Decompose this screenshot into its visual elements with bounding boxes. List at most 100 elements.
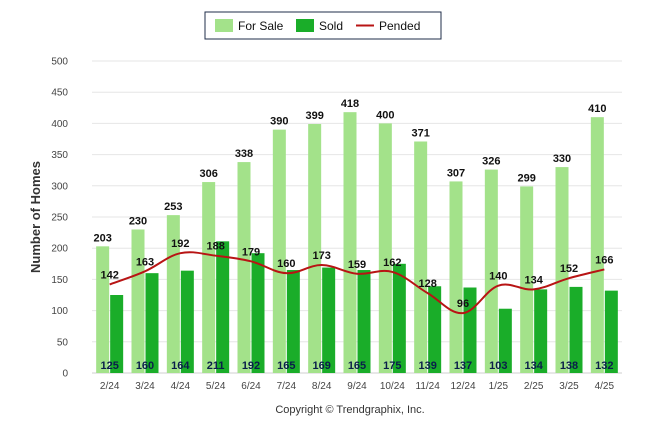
for-sale-value-label: 203 [93,232,111,244]
legend: For Sale Sold Pended [204,11,442,40]
pended-value-label: 140 [489,271,507,283]
y-tick-label: 100 [51,306,68,317]
sold-value-label: 134 [524,360,543,372]
for-sale-bar [343,112,357,373]
data-labels: 203 125 230 160 253 164 306 211 338 192 390 165 399 1… [93,98,613,372]
pended-line-path [109,251,605,315]
pended-value-label: 159 [348,259,366,271]
y-tick-label: 450 [51,88,68,99]
x-tick-label: 7/24 [277,381,297,392]
legend-swatch [215,19,233,32]
sold-bar [357,270,371,373]
copyright-text: Copyright © Trendgraphix, Inc. [275,404,424,416]
y-tick-label: 250 [51,213,68,224]
sold-bar [569,286,583,373]
pended-value-label: 166 [595,254,613,266]
y-tick-label: 50 [57,337,69,348]
y-tick-label: 350 [51,150,68,161]
legend-label: Sold [319,19,343,33]
sold-bar [498,308,512,373]
x-tick-label: 1/25 [489,381,509,392]
for-sale-value-label: 418 [341,98,359,110]
for-sale-value-label: 253 [164,201,182,213]
for-sale-value-label: 307 [447,167,465,179]
for-sale-bar [131,229,145,373]
pended-value-label: 192 [171,238,189,250]
for-sale-bar [414,141,428,373]
for-sale-value-label: 371 [411,127,429,139]
sold-bar [428,286,442,373]
for-sale-bar [202,182,216,373]
for-sale-value-label: 338 [235,148,253,160]
x-tick-label: 10/24 [380,381,405,392]
for-sale-bar [555,167,569,373]
sold-bar [216,241,230,373]
sold-value-label: 132 [595,360,613,372]
sold-bar [110,295,124,373]
sold-bar [180,270,194,373]
pended-value-label: 152 [560,263,578,275]
sold-value-label: 165 [277,360,295,372]
for-sale-value-label: 330 [553,153,571,165]
x-tick-label: 4/24 [171,381,191,392]
pended-value-label: 173 [312,250,330,262]
sold-value-label: 103 [489,360,507,372]
pended-value-label: 163 [136,256,154,268]
legend-box [204,11,442,40]
y-axis-ticks: 0 50 100 150 200 250 300 350 400 450 500 [51,57,68,380]
sold-bar [286,270,300,373]
sold-value-label: 137 [454,360,472,372]
for-sale-bar [237,162,251,373]
y-tick-label: 300 [51,181,68,192]
x-tick-label: 4/25 [595,381,615,392]
for-sale-bar [590,117,604,373]
x-tick-label: 12/24 [450,381,475,392]
x-tick-label: 3/24 [135,381,155,392]
sold-value-label: 175 [383,360,401,372]
for-sale-value-label: 399 [305,110,323,122]
for-sale-value-label: 410 [588,103,606,115]
sold-value-label: 211 [207,360,225,372]
pended-value-label: 128 [418,278,436,290]
bars [96,112,618,374]
pended-value-label: 160 [277,258,295,270]
gridlines [92,60,622,374]
for-sale-bar [378,123,392,374]
for-sale-value-label: 390 [270,116,288,128]
for-sale-value-label: 326 [482,156,500,168]
pended-value-label: 162 [383,257,401,269]
sold-value-label: 165 [348,360,366,372]
legend-swatch [296,19,314,32]
sold-value-label: 164 [171,360,190,372]
sold-value-label: 138 [560,360,578,372]
for-sale-value-label: 230 [129,215,147,227]
for-sale-bar [484,169,498,373]
x-tick-label: 8/24 [312,381,332,392]
sold-bar [322,267,336,373]
for-sale-bar [308,124,322,373]
sold-value-label: 169 [312,360,330,372]
x-tick-label: 11/24 [416,381,441,392]
y-tick-label: 500 [51,57,68,68]
pended-value-label: 134 [524,274,543,286]
sold-value-label: 125 [100,360,118,372]
sold-bar [604,290,618,373]
y-axis-title: Number of Homes [28,161,43,273]
pended-value-label: 188 [206,241,224,253]
for-sale-value-label: 400 [376,109,394,121]
x-tick-label: 3/25 [559,381,579,392]
sold-bar [392,263,406,373]
pended-value-label: 96 [457,298,469,310]
sold-value-label: 192 [242,360,260,372]
for-sale-bar [520,186,534,373]
pended-value-label: 142 [100,269,118,281]
for-sale-value-label: 299 [517,172,535,184]
sold-value-label: 160 [136,360,154,372]
legend-label: Pended [379,19,420,33]
for-sale-bar [96,246,110,373]
for-sale-bar [272,129,286,373]
x-tick-label: 9/24 [347,381,367,392]
sold-value-label: 139 [418,360,436,372]
x-axis-ticks: 2/24 3/24 4/24 5/24 6/24 7/24 8/24 9/24 10/24 11/… [100,381,615,392]
